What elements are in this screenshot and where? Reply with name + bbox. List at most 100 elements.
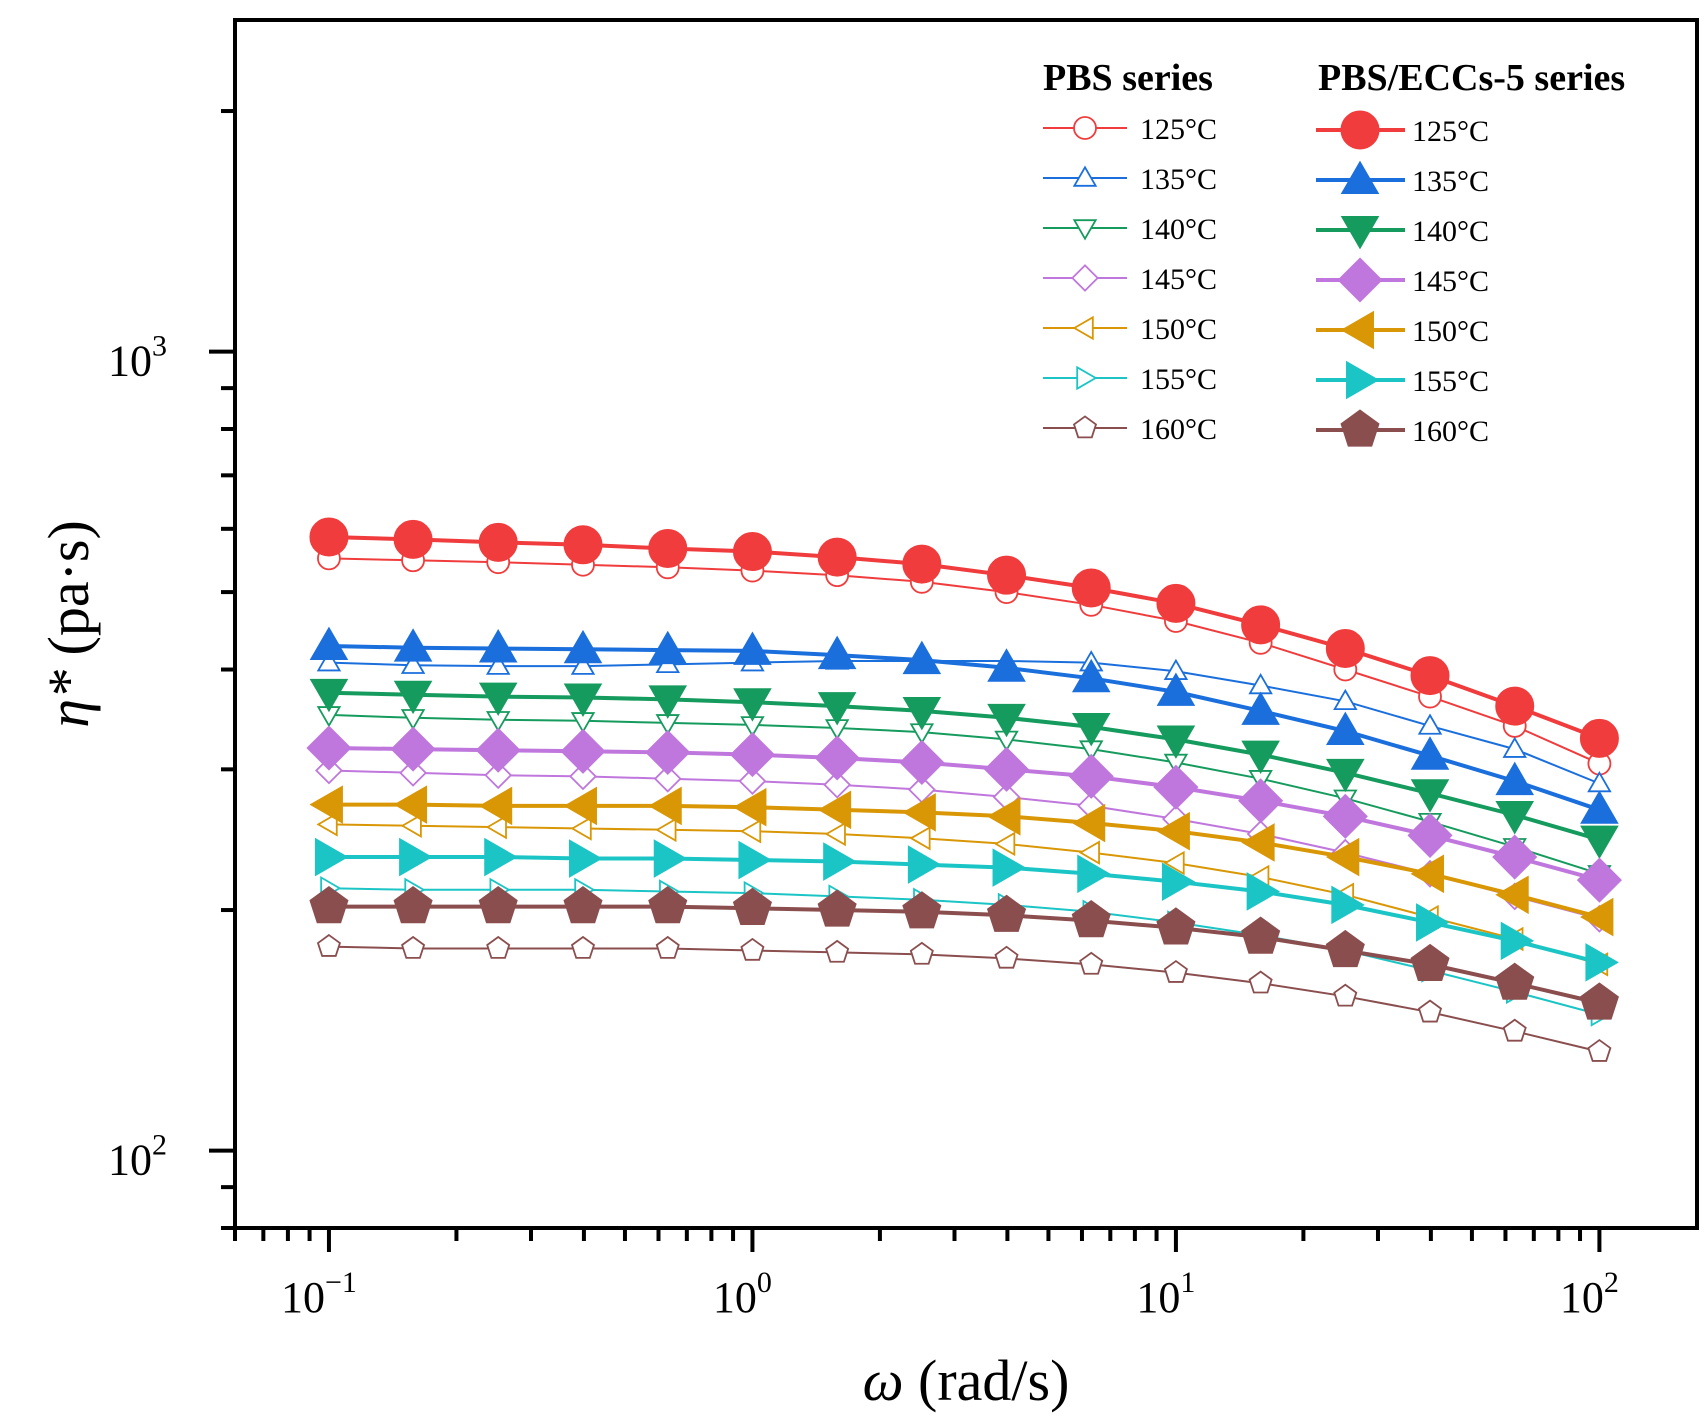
data-point — [653, 764, 682, 793]
data-point — [1071, 900, 1111, 938]
data-point — [1495, 686, 1535, 726]
data-point — [486, 935, 511, 959]
legend-marker — [1340, 310, 1374, 350]
data-point — [733, 631, 772, 665]
data-point — [1417, 999, 1443, 1023]
y-tick-exponent: 2 — [152, 1129, 167, 1162]
data-point — [570, 935, 596, 959]
legend-item: 150°C — [1043, 313, 1217, 346]
data-point — [309, 517, 349, 557]
data-point — [570, 653, 596, 675]
data-point — [1495, 875, 1529, 915]
data-point — [478, 522, 518, 562]
data-point — [478, 629, 518, 663]
data-point — [909, 825, 931, 851]
data-point — [986, 894, 1027, 932]
data-point — [902, 696, 942, 731]
legend-label: 135°C — [1140, 163, 1217, 196]
data-point — [1326, 711, 1365, 746]
y-tick-label: 102 — [108, 1129, 167, 1185]
data-point — [1579, 982, 1619, 1020]
series-line — [328, 644, 1601, 812]
data-point — [987, 555, 1027, 595]
legend-label: 135°C — [1412, 165, 1489, 198]
series-line — [328, 535, 1601, 741]
legend-item: 125°C — [1043, 113, 1217, 146]
data-point — [1587, 771, 1612, 793]
data-point — [1333, 688, 1358, 710]
legend-label: 155°C — [1412, 365, 1489, 398]
series-line — [328, 713, 1600, 875]
x-tick-exponent: 2 — [1604, 1266, 1619, 1299]
legend-marker — [1072, 165, 1098, 187]
data-point — [1410, 943, 1450, 982]
data-point — [1580, 790, 1619, 824]
series-line — [328, 823, 1600, 966]
data-point — [400, 813, 422, 838]
data-point — [563, 629, 603, 664]
data-point — [902, 891, 942, 929]
data-point — [817, 692, 857, 726]
data-point — [823, 842, 857, 881]
series-pbs-eccs-5-150-c — [309, 785, 1614, 937]
data-point — [1241, 916, 1281, 954]
legend-item: 125°C — [1316, 110, 1489, 150]
data-point — [1153, 764, 1199, 810]
x-tick-exponent: 0 — [757, 1266, 772, 1299]
legend-label: 145°C — [1140, 263, 1217, 296]
data-point — [484, 837, 518, 877]
legend-item: 160°C — [1043, 413, 1217, 446]
legend-marker — [1072, 315, 1094, 341]
legend-marker — [1340, 110, 1380, 150]
data-point — [485, 653, 511, 675]
data-point — [1156, 907, 1196, 945]
data-point — [1322, 793, 1368, 839]
data-point — [648, 886, 688, 924]
data-point — [732, 532, 772, 572]
data-point — [1079, 951, 1104, 975]
series-line — [328, 746, 1600, 883]
legend-marker — [1337, 257, 1383, 303]
data-point — [1163, 959, 1188, 983]
legend-item: 155°C — [1043, 363, 1217, 396]
legend-label: 145°C — [1412, 265, 1489, 298]
data-point — [1241, 823, 1275, 862]
legend-label: 150°C — [1412, 315, 1489, 348]
data-point — [655, 935, 680, 959]
data-point — [1156, 672, 1196, 706]
data-point — [400, 652, 426, 674]
data-point — [1407, 812, 1453, 858]
data-point — [907, 845, 942, 884]
series-pbs-eccs-5-160-c — [309, 886, 1619, 1020]
data-point — [393, 785, 428, 824]
data-point — [1156, 725, 1196, 759]
legend-title: PBS series — [1043, 57, 1213, 99]
data-point — [484, 761, 513, 790]
data-point — [1579, 897, 1614, 937]
data-point — [902, 793, 936, 832]
legend-marker — [1076, 365, 1098, 391]
series-line — [328, 769, 1600, 920]
data-point — [653, 839, 688, 878]
data-point — [1241, 605, 1281, 645]
legend-label: 160°C — [1140, 413, 1217, 446]
series-pbs-eccs-5-145-c — [306, 725, 1622, 903]
y-tick-base: 10 — [108, 337, 152, 386]
data-point — [316, 812, 338, 837]
legend-title: PBS/ECCs-5 series — [1318, 57, 1625, 99]
series-pbs-eccs-5-140-c — [309, 678, 1619, 860]
legend-item: 135°C — [1316, 160, 1489, 198]
data-point — [316, 933, 341, 957]
legend-item: 145°C — [1043, 263, 1217, 296]
data-point — [393, 886, 433, 924]
data-point — [1410, 854, 1444, 894]
legend-item: 140°C — [1316, 215, 1489, 250]
data-point — [1325, 837, 1360, 877]
legend-item: 145°C — [1316, 257, 1489, 303]
data-point — [390, 726, 436, 772]
legend-marker — [1072, 219, 1098, 241]
data-point — [648, 630, 688, 665]
series-line — [328, 802, 1600, 920]
legend-item: 160°C — [1316, 409, 1489, 448]
data-point — [1238, 778, 1284, 824]
